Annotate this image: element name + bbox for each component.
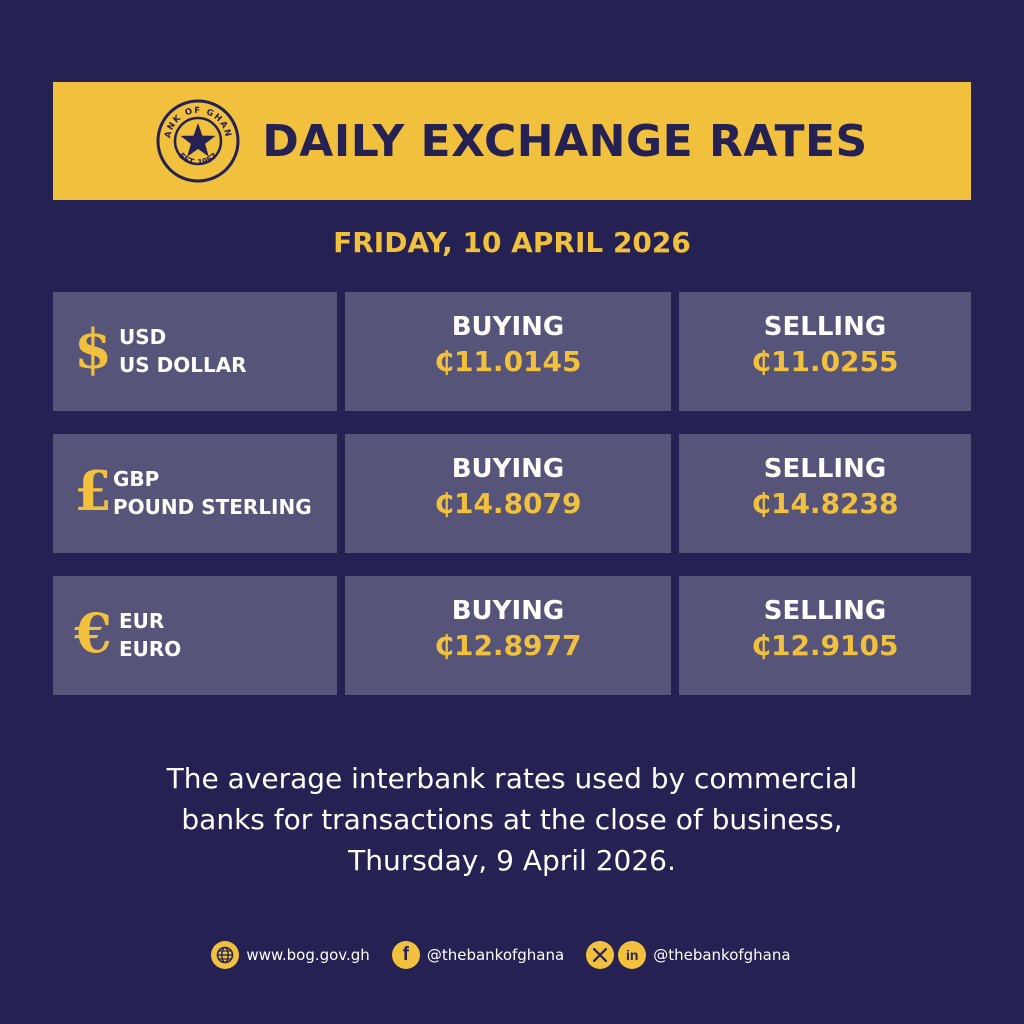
selling-rate: ₵14.8238 [751, 487, 899, 520]
euro-icon: € [74, 601, 112, 665]
note-line: Thursday, 9 April 2026. [348, 844, 676, 877]
buying-label: BUYING [451, 596, 565, 626]
currency-name: EURO [119, 637, 182, 661]
facebook-icon[interactable]: f [391, 941, 420, 969]
selling-label: SELLING [763, 312, 887, 342]
rate-row-eur: € EUR EURO BUYING ₵12.8977 SELLING ₵12.9… [53, 576, 971, 695]
currency-cell: £ GBP POUND STERLING [53, 434, 337, 553]
dollar-icon: $ [74, 317, 112, 381]
facebook-handle[interactable]: @thebankofghana [426, 946, 565, 964]
currency-cell: $ USD US DOLLAR [53, 292, 337, 411]
buying-cell: BUYING ₵14.8079 [345, 434, 671, 553]
pound-icon: £ [74, 459, 112, 523]
rate-row-usd: $ USD US DOLLAR BUYING ₵11.0145 SELLING … [53, 292, 971, 411]
selling-cell: SELLING ₵14.8238 [679, 434, 971, 553]
rates-note: The average interbank rates used by comm… [80, 758, 944, 881]
rate-row-gbp: £ GBP POUND STERLING BUYING ₵14.8079 SEL… [53, 434, 971, 553]
selling-cell: SELLING ₵11.0255 [679, 292, 971, 411]
buying-label: BUYING [451, 312, 565, 342]
bank-seal-icon: BANK OF GHANA EST. 1957 [156, 99, 240, 183]
title-banner: BANK OF GHANA EST. 1957 DAILY EXCHANGE R… [53, 82, 971, 200]
selling-rate: ₵11.0255 [751, 345, 899, 378]
currency-code: USD [119, 325, 167, 349]
currency-code: GBP [113, 467, 160, 491]
currency-cell: € EUR EURO [53, 576, 337, 695]
selling-label: SELLING [763, 596, 887, 626]
currency-name: US DOLLAR [119, 353, 247, 377]
selling-cell: SELLING ₵12.9105 [679, 576, 971, 695]
selling-rate: ₵12.9105 [751, 629, 899, 662]
linkedin-icon[interactable]: in [618, 941, 647, 969]
note-line: banks for transactions at the close of b… [181, 803, 843, 836]
buying-rate: ₵12.8977 [434, 629, 582, 662]
footer: www.bog.gov.gh f @thebankofghana in @the… [0, 938, 1024, 972]
svg-text:EST. 1957: EST. 1957 [177, 151, 219, 167]
x-linkedin-handle[interactable]: @thebankofghana [653, 946, 791, 964]
rates-date: FRIDAY, 10 APRIL 2026 [333, 226, 691, 259]
note-line: The average interbank rates used by comm… [166, 762, 858, 795]
x-icon[interactable] [586, 941, 615, 969]
selling-label: SELLING [763, 454, 887, 484]
buying-label: BUYING [451, 454, 565, 484]
page-title: DAILY EXCHANGE RATES [262, 115, 868, 167]
buying-cell: BUYING ₵11.0145 [345, 292, 671, 411]
buying-rate: ₵14.8079 [434, 487, 582, 520]
website-link[interactable]: www.bog.gov.gh [246, 946, 370, 964]
buying-rate: ₵11.0145 [434, 345, 582, 378]
globe-icon[interactable] [211, 941, 240, 969]
currency-code: EUR [119, 609, 165, 633]
buying-cell: BUYING ₵12.8977 [345, 576, 671, 695]
currency-name: POUND STERLING [113, 495, 312, 519]
